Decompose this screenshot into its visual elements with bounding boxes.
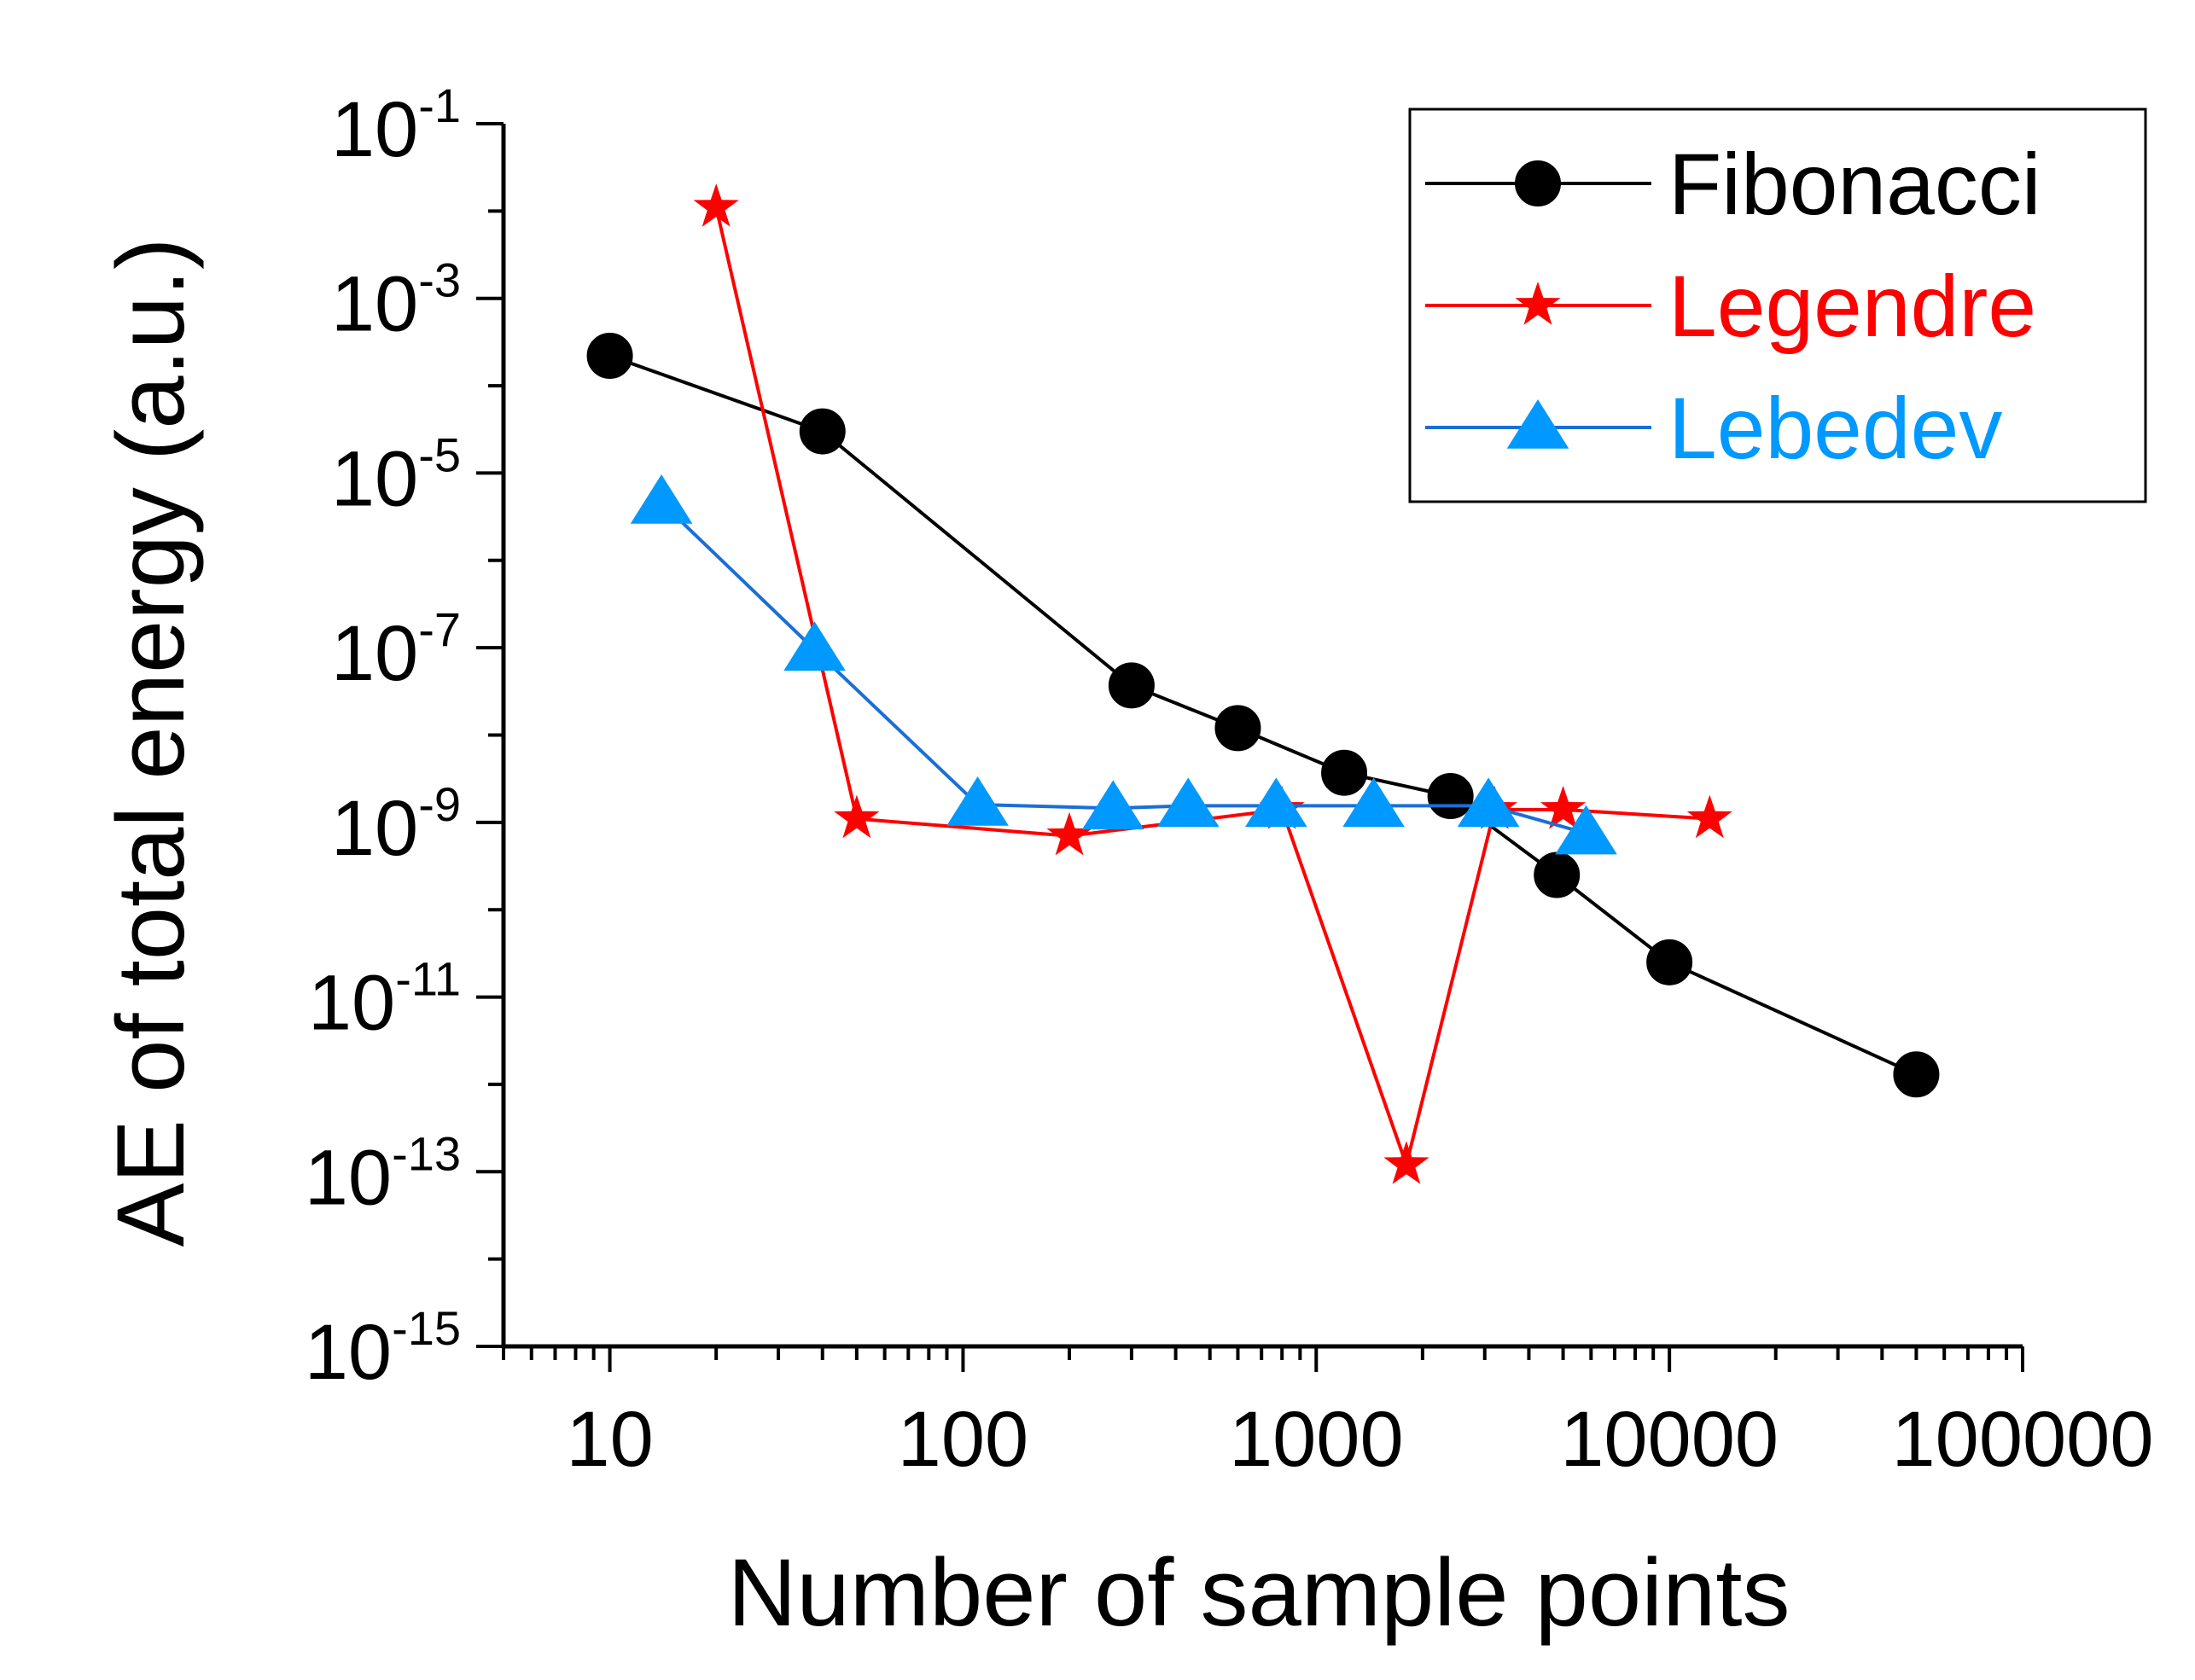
data-point-lebedev bbox=[1457, 777, 1520, 828]
series-lebedev bbox=[630, 474, 1617, 855]
data-point-fibonacci bbox=[1108, 662, 1155, 709]
data-point-legendre bbox=[1046, 811, 1092, 856]
x-tick-label: 100 bbox=[898, 1396, 1029, 1483]
y-tick-label: 10-1 bbox=[331, 78, 461, 173]
y-tick-label: 10-5 bbox=[331, 427, 461, 522]
y-tick-label: 10-3 bbox=[331, 253, 461, 348]
plot-series bbox=[586, 183, 1940, 1184]
x-axis-ticks: 10 100 1000 10000 100000 bbox=[502, 1346, 2154, 1483]
data-point-fibonacci bbox=[1427, 773, 1474, 820]
data-point-legendre bbox=[834, 794, 880, 839]
y-tick-label: 10-7 bbox=[331, 602, 461, 697]
legend-marker-legendre bbox=[1515, 282, 1561, 325]
data-point-lebedev bbox=[1081, 780, 1144, 830]
series-fibonacci bbox=[586, 333, 1940, 1098]
data-point-legendre bbox=[693, 183, 739, 227]
x-axis-title: Number of sample points bbox=[727, 1539, 1790, 1646]
data-point-lebedev bbox=[946, 776, 1009, 826]
data-point-fibonacci bbox=[1214, 705, 1261, 752]
x-tick-label: 1000 bbox=[1229, 1396, 1404, 1483]
data-point-lebedev bbox=[1555, 805, 1617, 855]
legend-label-fibonacci: Fibonacci bbox=[1668, 136, 2041, 233]
x-tick-label: 10 bbox=[566, 1396, 653, 1483]
legend-item-legendre: Legendre bbox=[1425, 258, 2036, 355]
legend-marker-fibonacci bbox=[1515, 160, 1561, 206]
data-point-legendre bbox=[1540, 785, 1587, 829]
y-axis-title: AE of total energy (a.u.) bbox=[97, 238, 204, 1247]
y-tick-label: 10-11 bbox=[308, 952, 461, 1047]
data-point-lebedev bbox=[783, 621, 846, 671]
legend-item-lebedev: Lebedev bbox=[1425, 380, 2002, 477]
data-point-legendre bbox=[1383, 1141, 1429, 1184]
data-point-fibonacci bbox=[1646, 939, 1693, 985]
legend: Fibonacci Legendre Lebedev bbox=[1408, 108, 2147, 503]
data-point-fibonacci bbox=[799, 408, 846, 455]
data-point-lebedev bbox=[1245, 777, 1307, 828]
x-tick-label: 10000 bbox=[1560, 1396, 1779, 1483]
data-point-fibonacci bbox=[1534, 852, 1581, 898]
y-tick-label: 10-9 bbox=[331, 777, 461, 872]
data-point-lebedev bbox=[1156, 777, 1220, 828]
legend-label-legendre: Legendre bbox=[1668, 258, 2036, 355]
y-axis-ticks: 10-1 10-3 10-5 10-7 10-9 10-11 10-13 10-15 bbox=[305, 78, 504, 1396]
data-point-fibonacci bbox=[586, 333, 633, 380]
legend-marker-lebedev bbox=[1506, 399, 1569, 449]
x-tick-label: 100000 bbox=[1892, 1396, 2154, 1483]
legend-label-lebedev: Lebedev bbox=[1668, 380, 2002, 477]
data-point-fibonacci bbox=[1893, 1051, 1940, 1098]
data-point-legendre bbox=[1686, 794, 1732, 839]
legend-item-fibonacci: Fibonacci bbox=[1425, 136, 2041, 233]
y-tick-label: 10-13 bbox=[305, 1126, 461, 1221]
data-point-lebedev bbox=[1342, 777, 1405, 828]
y-tick-label: 10-15 bbox=[305, 1301, 461, 1396]
data-point-fibonacci bbox=[1321, 749, 1368, 796]
data-point-lebedev bbox=[630, 474, 693, 524]
